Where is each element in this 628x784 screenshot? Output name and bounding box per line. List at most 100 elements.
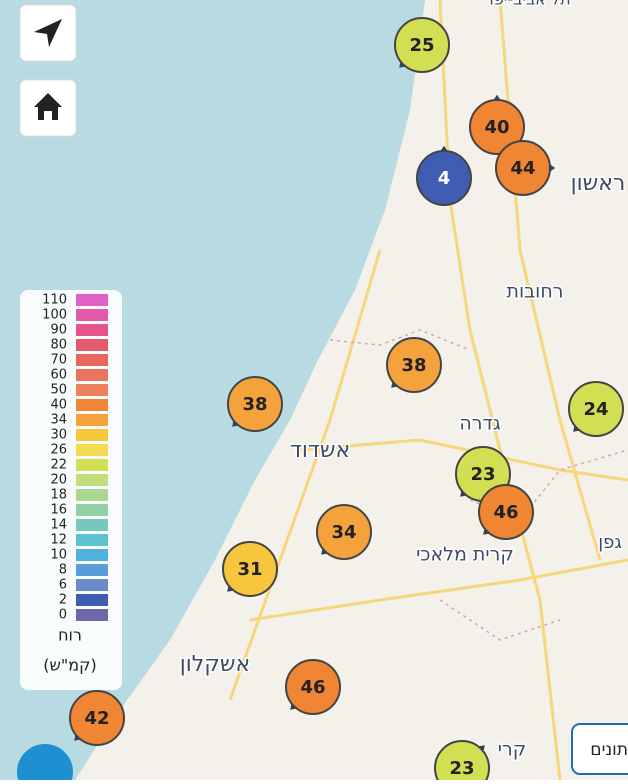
place-label: תל אביב-יפו <box>489 0 570 9</box>
legend-label: 60 <box>50 368 67 383</box>
station: 23 <box>434 740 490 784</box>
place-label: קרי <box>498 739 526 761</box>
legend-label: 12 <box>50 533 67 548</box>
place-label: אשדוד <box>290 438 350 463</box>
station-value: 38 <box>242 394 267 415</box>
station-value: 42 <box>84 708 109 729</box>
legend-label: 10 <box>50 548 67 563</box>
legend-swatch <box>76 294 108 306</box>
home-button[interactable] <box>19 79 77 137</box>
station: 46 <box>478 484 534 540</box>
station-value: 44 <box>510 158 535 179</box>
legend-unit: (קמ"ש) <box>43 656 96 675</box>
legend-label: 50 <box>50 383 67 398</box>
legend-title: רוח <box>58 626 82 645</box>
station-value: 40 <box>484 117 509 138</box>
station-value: 46 <box>493 502 518 523</box>
station-value: 31 <box>237 559 262 580</box>
legend-swatch <box>76 504 108 516</box>
legend-label: 0 <box>59 608 67 623</box>
legend-label: 34 <box>50 413 67 428</box>
legend-label: 18 <box>50 488 67 503</box>
legend-label: 26 <box>50 443 67 458</box>
legend-label: 16 <box>50 503 67 518</box>
place-label: גדרה <box>459 413 501 435</box>
station-value: 23 <box>470 464 495 485</box>
legend-label: 100 <box>42 308 67 323</box>
station-value: 46 <box>300 677 325 698</box>
legend-label: 80 <box>50 338 67 353</box>
legend-swatch <box>76 444 108 456</box>
station-value: 34 <box>331 522 356 543</box>
place-label: רחובות <box>507 281 564 303</box>
place-label: גפן <box>598 532 622 553</box>
legend-swatch <box>76 564 108 576</box>
station: 42 <box>69 690 125 746</box>
legend-label: 110 <box>42 293 67 308</box>
legend-swatch <box>76 534 108 546</box>
legend-label: 90 <box>50 323 67 338</box>
legend-label: 70 <box>50 353 67 368</box>
station: 31 <box>222 541 278 597</box>
data-button-label: תונים <box>590 740 628 760</box>
station-marker <box>222 541 278 597</box>
legend-swatch <box>76 459 108 471</box>
legend-swatch <box>76 339 108 351</box>
legend-swatch <box>76 324 108 336</box>
legend-swatch <box>76 384 108 396</box>
station-marker <box>478 484 534 540</box>
legend-swatch <box>76 399 108 411</box>
place-label: ראשון <box>571 171 626 196</box>
place-label: אשקלון <box>180 652 250 677</box>
station-value: 38 <box>401 355 426 376</box>
legend-swatch <box>76 309 108 321</box>
station-value: 4 <box>438 168 451 189</box>
legend-swatch <box>76 414 108 426</box>
legend-swatch <box>76 594 108 606</box>
legend-swatch <box>76 489 108 501</box>
station-marker <box>568 381 624 437</box>
station: 38 <box>227 376 283 432</box>
legend-swatch <box>76 354 108 366</box>
station-marker <box>285 659 341 715</box>
station-marker <box>495 140 551 196</box>
station-marker <box>469 99 525 155</box>
station: 46 <box>285 659 341 715</box>
legend-label: 20 <box>50 473 67 488</box>
station-marker <box>394 17 450 73</box>
station-marker <box>416 150 472 206</box>
legend-swatch <box>76 609 108 621</box>
station: 25 <box>394 17 450 73</box>
legend-swatch <box>76 429 108 441</box>
station: 40 <box>469 94 525 155</box>
legend-label: 8 <box>59 563 67 578</box>
legend-label: 30 <box>50 428 67 443</box>
station-marker <box>316 504 372 560</box>
station: 4 <box>416 145 472 206</box>
legend-swatch <box>76 369 108 381</box>
accessibility-button[interactable] <box>17 744 73 784</box>
legend-label: 2 <box>59 593 67 608</box>
locate-button[interactable] <box>19 4 77 62</box>
station-marker <box>386 337 442 393</box>
station-marker <box>69 690 125 746</box>
legend-swatch <box>76 474 108 486</box>
legend-swatch <box>76 579 108 591</box>
legend-label: 6 <box>59 578 67 593</box>
legend-swatch <box>76 549 108 561</box>
legend-label: 22 <box>50 458 67 473</box>
legend: 1101009080706050403430262220181614121086… <box>42 293 108 675</box>
station: 24 <box>568 381 624 437</box>
station-value: 23 <box>449 758 474 779</box>
legend-label: 40 <box>50 398 67 413</box>
legend-label: 14 <box>50 518 67 533</box>
station-value: 24 <box>583 399 608 420</box>
station: 38 <box>386 337 442 393</box>
place-label: קרית מלאכי <box>416 544 514 566</box>
data-button[interactable]: תונים <box>571 723 628 775</box>
station-value: 25 <box>409 35 434 56</box>
legend-swatch <box>76 519 108 531</box>
station: 44 <box>495 140 556 196</box>
